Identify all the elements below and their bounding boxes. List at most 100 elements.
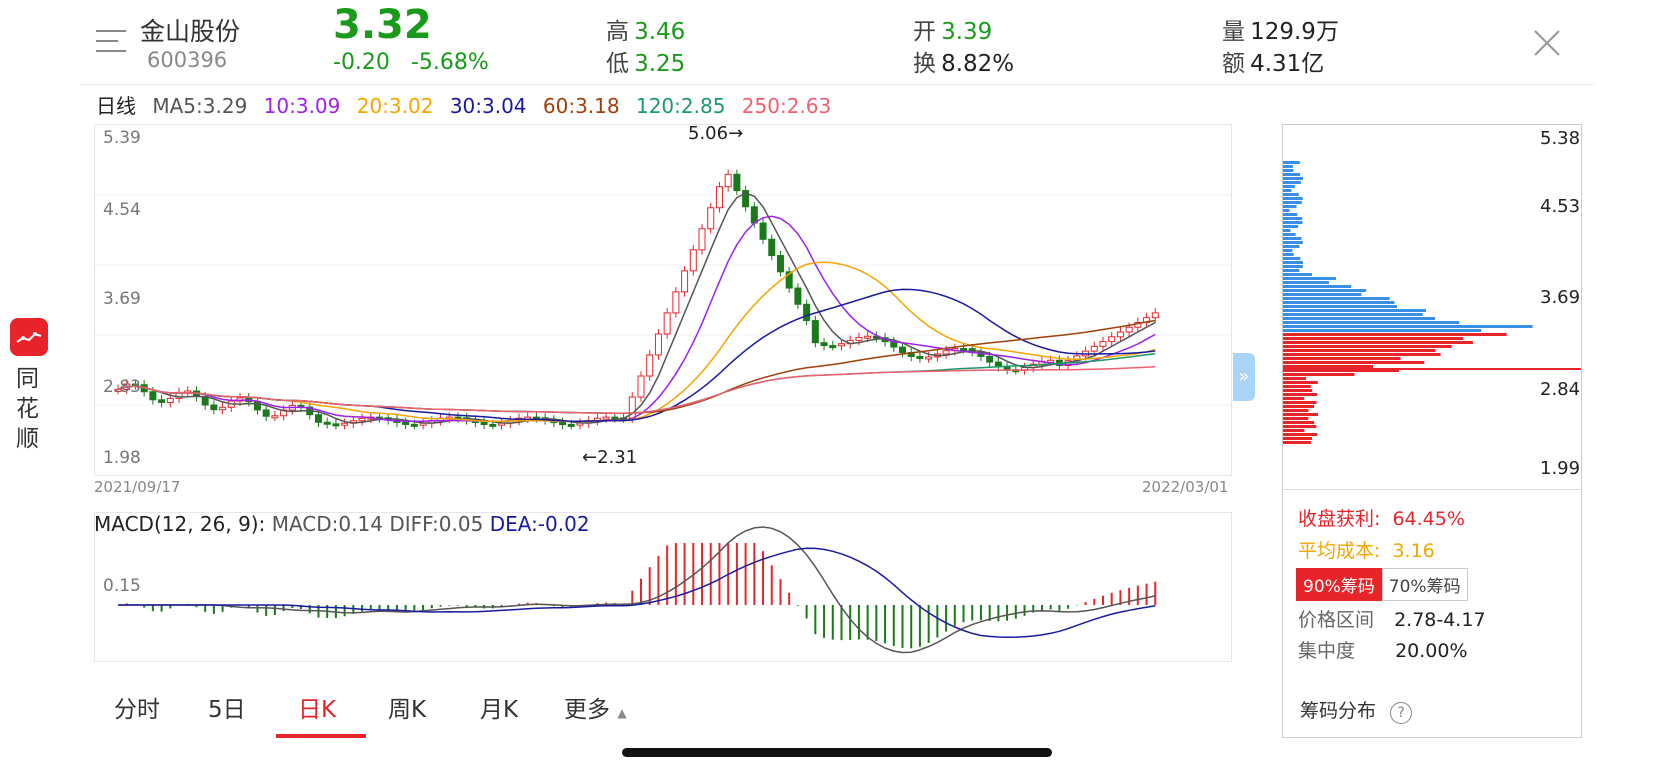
avg-cost-value: 3.16 — [1392, 540, 1435, 562]
chip-bar — [1283, 285, 1352, 288]
chip-bar — [1283, 321, 1460, 324]
volume-quote: 量 129.9万 — [1222, 12, 1339, 46]
chip-bar — [1283, 357, 1401, 360]
candle-body — [1125, 326, 1133, 333]
candle-body — [559, 422, 567, 426]
chip-bar — [1283, 313, 1423, 316]
chip-distribution-panel — [1282, 124, 1582, 738]
chip-bar — [1283, 161, 1300, 164]
chip-bar — [1283, 309, 1426, 312]
kline-y-label-2: 4.54 — [103, 200, 141, 220]
chip-bar — [1283, 229, 1291, 232]
high-quote: 高 3.46 — [606, 12, 685, 46]
candle-body — [323, 421, 331, 425]
chip-footer-label: 筹码分布 — [1300, 700, 1377, 722]
tab-monthly-k[interactable]: 月K — [480, 697, 519, 723]
tab-more[interactable]: 更多 ▲ — [564, 690, 627, 724]
chip-bar — [1283, 425, 1317, 428]
candle-body — [785, 271, 793, 289]
candle-body — [960, 348, 968, 352]
chip-bar — [1283, 301, 1395, 304]
tab-intraday[interactable]: 分时 — [114, 697, 160, 723]
candle-body — [689, 249, 697, 272]
candle-body — [341, 422, 349, 426]
macd-value: MACD:0.14 — [271, 512, 383, 536]
candle-body — [271, 415, 279, 419]
chip-bar — [1283, 177, 1303, 180]
price-change: -0.20 -5.68% — [333, 50, 489, 75]
ma5-value: MA5:3.29 — [152, 94, 248, 118]
ma-line — [117, 192, 1156, 424]
average-cost: 平均成本: 3.16 — [1298, 536, 1435, 563]
chip-histogram — [1283, 161, 1581, 444]
menu-icon[interactable] — [96, 30, 126, 54]
chip-bar — [1283, 385, 1311, 388]
tab-more-label: 更多 — [564, 697, 610, 723]
chip-bar — [1283, 325, 1533, 328]
candle-body — [402, 421, 410, 425]
candle-body — [742, 190, 750, 208]
kline-y-label-3: 3.69 — [103, 289, 141, 309]
candle-body — [663, 312, 671, 335]
chip-bar — [1283, 369, 1400, 372]
candle-body — [314, 414, 322, 423]
macd-legend: MACD(12, 26, 9): MACD:0.14 DIFF:0.05 DEA… — [94, 512, 590, 536]
candle-body — [332, 423, 340, 427]
kline-y-label-bottom: 1.98 — [103, 448, 141, 468]
chip-price-bottom: 1.99 — [1540, 458, 1581, 479]
high-label: 高 — [606, 19, 629, 45]
chip-bar — [1283, 265, 1303, 268]
candle-body — [410, 423, 418, 427]
high-value: 3.46 — [634, 19, 686, 45]
candle-body — [602, 416, 610, 420]
candle-body — [219, 406, 227, 411]
chip-bar — [1283, 217, 1303, 220]
tab-5day[interactable]: 5日 — [208, 697, 246, 723]
tab-daily-k[interactable]: 日K — [298, 697, 337, 723]
tab-weekly-k[interactable]: 周K — [388, 697, 427, 723]
chip-price-3: 3.69 — [1540, 287, 1581, 308]
chip-bar — [1283, 185, 1295, 188]
concentration-value: 20.00% — [1395, 640, 1468, 662]
chip-bar — [1283, 249, 1293, 252]
candle-body — [149, 391, 157, 401]
chip-bar — [1283, 269, 1300, 272]
chip-bar — [1283, 205, 1297, 208]
candle-body — [733, 173, 741, 192]
chip-price-4: 2.84 — [1540, 379, 1581, 400]
chip-bar — [1283, 413, 1318, 416]
candle-body — [855, 336, 863, 341]
macd-chart[interactable] — [94, 512, 1232, 662]
candle-body — [829, 345, 837, 349]
ma250-value: 250:2.63 — [741, 94, 832, 118]
change-value: -0.20 — [333, 50, 390, 75]
candle-body — [925, 356, 933, 360]
change-percent: -5.68% — [410, 50, 489, 75]
candle-body — [210, 404, 218, 411]
chip-bar — [1283, 393, 1318, 396]
chip-bar — [1283, 373, 1355, 376]
candle-body — [489, 423, 497, 427]
candle-body — [715, 186, 723, 209]
toggle-70-button[interactable]: 70%筹码 — [1381, 568, 1468, 601]
chip-bar — [1283, 225, 1299, 228]
chip-bar — [1283, 365, 1374, 368]
chip-footer[interactable]: 筹码分布 ? — [1300, 696, 1413, 724]
chip-bar — [1283, 273, 1313, 276]
chip-toggle: 90%筹码 70%筹码 — [1296, 568, 1468, 601]
candle-body — [794, 287, 802, 305]
profit-value: 64.45% — [1392, 508, 1465, 530]
range-label: 价格区间 — [1298, 609, 1375, 631]
candle-body — [480, 422, 488, 426]
max-price-marker: 5.06→ — [688, 123, 744, 144]
active-tab-indicator — [276, 734, 366, 738]
expand-chips-icon[interactable]: » — [1233, 353, 1255, 401]
toggle-90-button[interactable]: 90%筹码 — [1296, 568, 1382, 601]
kline-chart[interactable] — [94, 124, 1232, 476]
app-logo-icon[interactable] — [10, 318, 48, 356]
close-icon[interactable] — [1532, 28, 1562, 58]
candle-body — [986, 355, 994, 363]
help-icon[interactable]: ? — [1390, 702, 1413, 724]
chip-bar — [1283, 333, 1507, 336]
chip-bar — [1283, 377, 1307, 380]
